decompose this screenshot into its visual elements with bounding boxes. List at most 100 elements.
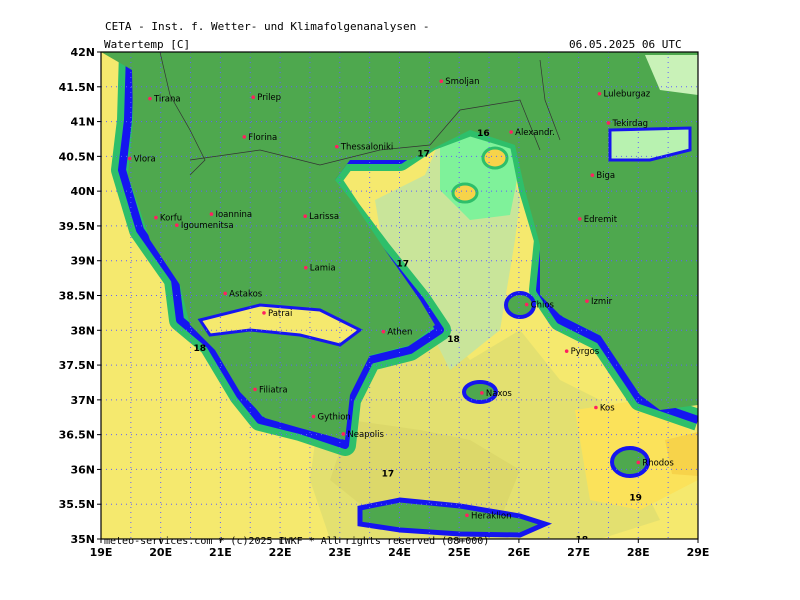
city-marker [509, 130, 513, 134]
isotherm-label: 19 [629, 494, 642, 504]
city-marker [585, 299, 589, 303]
lon-tick-label: 28E [627, 546, 650, 559]
lat-tick-label: 37N [70, 394, 95, 407]
city-marker [577, 217, 582, 221]
gulf-sea [197, 303, 363, 347]
valid-time: 06.05.2025 06 UTC [569, 38, 682, 51]
city-marker [154, 215, 158, 220]
city-marker [480, 391, 484, 395]
city-label: Thessaloniki [340, 143, 393, 153]
parameter-label: Watertemp [C] [104, 38, 191, 51]
lon-tick-label: 27E [567, 546, 590, 559]
city-label: Tirana [153, 95, 181, 105]
city-marker [335, 144, 339, 149]
city-label: Smoljan [445, 77, 479, 87]
lat-tick-label: 40.5N [59, 150, 95, 163]
city-marker [242, 135, 247, 139]
lemnos-island [451, 182, 479, 204]
city-label: Larissa [309, 212, 339, 222]
lat-tick-label: 42N [70, 46, 95, 59]
thasos-island [481, 146, 509, 170]
lat-tick-label: 41.5N [59, 81, 95, 94]
black-sea-patch [645, 55, 698, 95]
city-label: Naxos [486, 389, 513, 399]
city-marker [439, 79, 444, 84]
city-marker [303, 265, 308, 270]
marmara-sea [608, 126, 692, 162]
city-label: Alexandr. [515, 128, 555, 138]
isotherm-label: 16 [477, 129, 490, 139]
city-marker [262, 311, 266, 315]
city-marker [341, 432, 346, 436]
longitude-axis: 19E 20E 21E 22E 23E 24E 25E 26E 27E 28E 29E [90, 539, 710, 559]
lon-tick-label: 23E [328, 546, 351, 559]
city-label: Prilep [257, 93, 281, 103]
city-label: Kos [600, 404, 615, 414]
lon-tick-label: 29E [687, 546, 710, 559]
lon-tick-label: 21E [209, 546, 232, 559]
lat-tick-label: 39.5N [59, 220, 95, 233]
sea-17-south-band [330, 420, 520, 520]
lon-tick-label: 20E [149, 546, 172, 559]
lat-tick-label: 40N [70, 185, 95, 198]
isotherm-label: 17 [397, 259, 410, 269]
lat-tick-label: 37.5N [59, 359, 95, 372]
city-label: Filiatra [259, 385, 288, 395]
lat-tick-label: 36N [70, 463, 95, 476]
graticule [101, 52, 698, 539]
lat-tick-label: 41N [70, 116, 95, 129]
city-marker [594, 405, 598, 410]
city-label: Tekirdag [611, 119, 648, 129]
city-label: Athen [387, 328, 412, 338]
city-label: Izmir [591, 297, 613, 307]
lon-tick-label: 19E [90, 546, 113, 559]
city-marker [127, 156, 132, 161]
city-label: Vlora [134, 154, 156, 164]
lat-tick-label: 39N [70, 255, 95, 268]
city-marker [597, 91, 602, 96]
city-marker [175, 223, 179, 228]
city-marker [465, 513, 469, 518]
city-marker [564, 349, 569, 353]
lat-tick-label: 35N [70, 533, 95, 546]
city-marker [209, 212, 214, 216]
lon-tick-label: 22E [269, 546, 292, 559]
city-label: Biga [596, 171, 615, 181]
sea-20-band [665, 432, 698, 476]
country-borders [159, 52, 561, 176]
city-marker [636, 460, 641, 465]
city-marker [381, 329, 386, 334]
city-label: Heraklion [471, 511, 512, 521]
lat-tick-label: 38N [70, 324, 95, 337]
city-marker [223, 291, 227, 296]
chios-island [504, 291, 536, 319]
city-label: Astakos [229, 289, 263, 299]
map-title: CETA - Inst. f. Wetter- und Klimafolgena… [105, 20, 430, 33]
lat-tick-label: 38.5N [59, 290, 95, 303]
city-label: Rhodos [642, 458, 674, 468]
lon-tick-label: 24E [388, 546, 411, 559]
city-label: Chios [531, 301, 555, 311]
city-marker [303, 214, 307, 218]
city-marker [148, 96, 152, 101]
city-marker [311, 414, 316, 419]
latitude-axis: 42N 41.5N 41N 40.5N 40N 39.5N 39N 38.5N 38N 37.5N… [59, 46, 101, 546]
naxos-island [462, 380, 498, 404]
lon-tick-label: 25E [448, 546, 471, 559]
city-marker [590, 173, 595, 177]
footer-credit: meteo-services.com * (c)2025 IWKF * All … [104, 536, 489, 547]
crete-island [357, 497, 553, 538]
isotherm-layer: 16 17 17 18 18 17 19 18 [194, 129, 642, 539]
lon-tick-label: 26E [507, 546, 530, 559]
city-label: Patrai [268, 309, 292, 319]
city-label: Igoumenitsa [181, 221, 234, 231]
city-label: Gythion [318, 413, 351, 423]
isotherm-label: 18 [194, 344, 207, 354]
lat-tick-label: 35.5N [59, 498, 95, 511]
isotherm-label: 17 [382, 469, 395, 479]
city-label: Neapolis [347, 430, 384, 440]
city-label: Ioannina [215, 210, 252, 220]
city-marker [251, 95, 256, 100]
city-layer: Tirana Prilep Smoljan Luleburgaz Florina Thes… [127, 77, 674, 521]
